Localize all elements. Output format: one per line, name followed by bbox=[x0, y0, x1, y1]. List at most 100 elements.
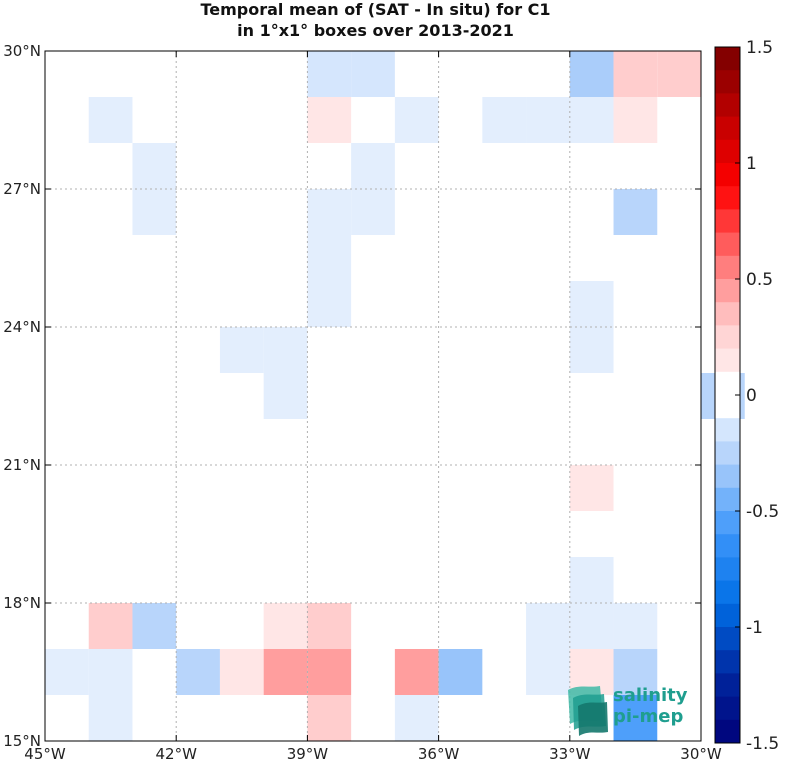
colorbar-step bbox=[715, 163, 740, 187]
heatmap-cell bbox=[394, 649, 439, 695]
colorbar-tick-label: 0.5 bbox=[746, 270, 773, 290]
colorbar-step bbox=[715, 232, 740, 257]
heatmap-cell bbox=[526, 603, 570, 649]
colorbar-step bbox=[715, 487, 740, 512]
logo-text-pimep: pi-mep bbox=[613, 706, 683, 727]
colorbar-step bbox=[715, 209, 740, 234]
colorbar-step bbox=[715, 418, 740, 442]
colorbar-step bbox=[715, 696, 740, 721]
salinity-pi-mep-logo: salinity pi-mep bbox=[568, 685, 688, 736]
heatmap-cell bbox=[569, 465, 614, 511]
x-tick-label: 45°W bbox=[24, 745, 66, 763]
colorbar: -1.5 -1 -0.5 0 0.5 1 1.5 bbox=[714, 38, 779, 754]
colorbar-step bbox=[715, 464, 740, 489]
heatmap-cell bbox=[351, 189, 395, 235]
cells-layer bbox=[45, 51, 745, 741]
colorbar-step bbox=[715, 116, 740, 141]
heatmap-cell bbox=[569, 97, 614, 143]
heatmap-cell bbox=[657, 51, 701, 97]
logo-text-salinity: salinity bbox=[613, 685, 688, 706]
colorbar-step bbox=[715, 325, 740, 350]
heatmap-cell bbox=[219, 649, 264, 695]
heatmap-cell bbox=[394, 97, 439, 143]
x-tick-label: 39°W bbox=[287, 745, 329, 763]
chart-subtitle: in 1°x1° boxes over 2013-2021 bbox=[237, 21, 514, 40]
colorbar-step bbox=[715, 441, 740, 466]
heatmap-cell bbox=[263, 373, 308, 419]
heatmap-cell bbox=[613, 649, 658, 695]
colorbar-step bbox=[715, 279, 740, 303]
heatmap-cell bbox=[307, 603, 352, 649]
heatmap-cell bbox=[176, 649, 220, 695]
heatmap-cell bbox=[526, 97, 570, 143]
heatmap-cell bbox=[263, 327, 308, 373]
colorbar-tick-label: -1 bbox=[746, 618, 763, 638]
colorbar-step bbox=[715, 603, 740, 628]
axis-ticks: 45°W 42°W 39°W 36°W 33°W 30°W 15°N 18°N 21°N 24°N… bbox=[3, 42, 722, 763]
colorbar-step bbox=[715, 186, 740, 210]
heatmap-cell bbox=[307, 649, 352, 695]
heatmap-cell bbox=[307, 97, 352, 143]
heatmap-cell bbox=[613, 51, 658, 97]
heatmap-cell bbox=[307, 281, 352, 327]
heatmap-cell bbox=[394, 695, 439, 741]
colorbar-step bbox=[715, 348, 740, 373]
colorbar-step bbox=[715, 139, 740, 164]
colorbar-step bbox=[715, 580, 740, 605]
chart-title: Temporal mean of (SAT - In situ) for C1 bbox=[200, 0, 551, 19]
heatmap-cell bbox=[307, 235, 352, 281]
heatmap-cell bbox=[132, 603, 177, 649]
heatmap-cell bbox=[613, 695, 658, 741]
heatmap-cell bbox=[569, 51, 614, 97]
heatmap-cell bbox=[569, 557, 614, 603]
heatmap-cell bbox=[88, 695, 133, 741]
colorbar-step bbox=[715, 627, 740, 651]
heatmap-cell bbox=[88, 603, 133, 649]
colorbar-step bbox=[715, 255, 740, 280]
heatmap-cell bbox=[351, 51, 395, 97]
heatmap-cell bbox=[613, 97, 658, 143]
heatmap-cell bbox=[132, 189, 177, 235]
colorbar-tick-label: 1.5 bbox=[746, 38, 773, 58]
heatmap-cell bbox=[45, 649, 89, 695]
colorbar-step bbox=[715, 371, 740, 396]
heatmap-cell bbox=[569, 603, 614, 649]
heatmap-cell bbox=[569, 327, 614, 373]
heatmap-cell bbox=[88, 97, 133, 143]
heatmap-cell bbox=[307, 51, 352, 97]
heatmap-cell bbox=[613, 189, 658, 235]
colorbar-step bbox=[715, 557, 740, 582]
heatmap-cell bbox=[482, 97, 527, 143]
x-tick-label: 42°W bbox=[155, 745, 197, 763]
colorbar-tick-label: 1 bbox=[746, 154, 757, 174]
heatmap-cell bbox=[569, 281, 614, 327]
x-tick-label: 33°W bbox=[549, 745, 591, 763]
colorbar-step bbox=[715, 47, 740, 71]
heatmap-cell bbox=[438, 649, 483, 695]
colorbar-step bbox=[715, 93, 740, 118]
heatmap-cell bbox=[526, 649, 570, 695]
y-tick-label: 24°N bbox=[3, 318, 41, 336]
y-tick-label: 21°N bbox=[3, 456, 41, 474]
heatmap-cell bbox=[263, 649, 308, 695]
heatmap-cell bbox=[132, 143, 177, 189]
heatmap-cell bbox=[351, 143, 395, 189]
wave-icon bbox=[568, 686, 608, 736]
x-tick-label: 36°W bbox=[418, 745, 460, 763]
colorbar-step bbox=[715, 673, 740, 698]
colorbar-tick-label: -1.5 bbox=[746, 734, 779, 754]
colorbar-step bbox=[715, 395, 740, 419]
colorbar-tick-label: 0 bbox=[746, 386, 757, 406]
colorbar-step bbox=[715, 70, 740, 94]
heatmap-cell bbox=[219, 327, 264, 373]
colorbar-step bbox=[715, 534, 740, 558]
heatmap-cell bbox=[613, 603, 658, 649]
heatmap-cell bbox=[88, 649, 133, 695]
y-tick-label: 15°N bbox=[3, 732, 41, 750]
heatmap-cell bbox=[263, 603, 308, 649]
colorbar-step bbox=[715, 302, 740, 326]
colorbar-step bbox=[715, 650, 740, 674]
colorbar-tick-label: -0.5 bbox=[746, 502, 779, 522]
plot-frame bbox=[44, 50, 702, 742]
colorbar-step bbox=[715, 511, 740, 535]
